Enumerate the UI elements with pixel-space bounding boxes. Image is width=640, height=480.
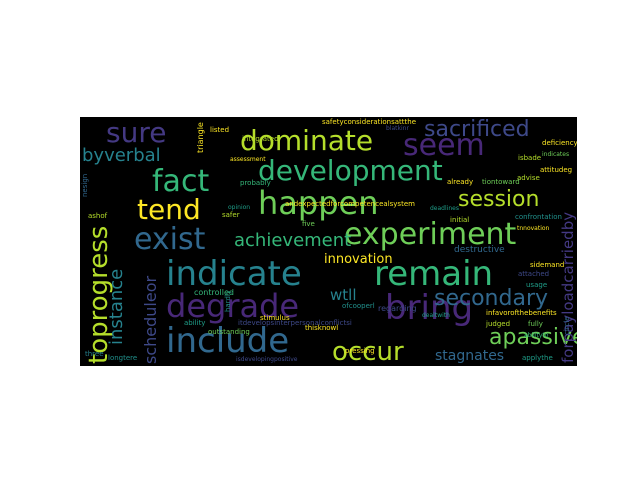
word-itdevelops: itdevelopsinterpersonalconflictsi	[238, 319, 352, 327]
word-exist: exist	[134, 222, 206, 257]
word-sure: sure	[106, 117, 167, 149]
word-nesign: nesign	[81, 173, 89, 197]
word-judged: judged	[486, 320, 511, 328]
word-listed: listed	[210, 126, 230, 134]
word-attitudeg: attitudeg	[540, 166, 573, 174]
word-advise: advise	[517, 174, 540, 182]
word-seem: seem	[403, 128, 485, 163]
word-dominate: dominate	[240, 124, 374, 157]
word-byverbal: secondary	[434, 286, 549, 311]
word-include: include	[166, 321, 290, 361]
word-three: three	[85, 350, 104, 358]
word-ashof: ashof	[88, 212, 108, 220]
word-achievement: byverbal	[82, 145, 161, 166]
word-fact: fact	[152, 164, 210, 199]
word-thisknowl: thisknowl	[305, 324, 339, 332]
word-session: session	[458, 187, 540, 212]
word-bring: bring	[385, 288, 474, 328]
word-fully: fully	[528, 320, 543, 328]
word-andexpected: andexpectedforcompetencealsystem	[285, 200, 415, 208]
word-applythe: applythe	[522, 354, 553, 362]
word-opinion: opinion	[228, 204, 251, 211]
word-wtll: apassive	[489, 325, 577, 350]
word-apassive: achievement	[234, 230, 352, 251]
word-isbade: isbade	[518, 154, 542, 162]
word-scheduleor: innovation	[324, 252, 393, 267]
word-probably: probably	[240, 179, 271, 187]
word-deadlines: deadlines	[430, 205, 459, 212]
word-safer: safer	[222, 211, 240, 219]
word-ofcooperl: ofcooperl	[342, 302, 375, 310]
word-stimulus: stimulus	[260, 314, 290, 322]
word-occur: occur	[332, 337, 404, 366]
word-remain: remain	[374, 254, 494, 294]
word-tnnovation: tnnovation	[517, 225, 550, 232]
word-isdevelopingpositive: isdevelopingpositive	[236, 356, 298, 363]
word-deficiency: deficiency	[542, 139, 577, 147]
word-indicates: indicates	[542, 151, 570, 158]
word-innovation: scheduleor	[141, 275, 160, 364]
word-safetyconsiderations: safetyconsiderationsattthe	[322, 118, 416, 126]
word-integrated: integrated	[242, 135, 279, 143]
word-stagnates: instance	[106, 268, 127, 345]
word-usage: usage	[526, 281, 548, 289]
word-already: already	[447, 178, 474, 186]
word-blatkinr: blatkinr	[386, 125, 409, 132]
word-indicate: indicate	[166, 254, 302, 294]
word-degrade: degrade	[166, 287, 300, 325]
word-experiment: experiment	[344, 217, 517, 252]
word-destructive: forpayloadcarriedby	[559, 211, 577, 363]
word-forpayloadcarriedby: destructive	[454, 245, 505, 255]
word-toprogress: wtll	[330, 286, 357, 304]
word-attached: attached	[518, 270, 550, 278]
word-controlled: controlled	[194, 288, 234, 297]
word-confrontation: confrontation	[515, 213, 562, 221]
word-regarding: regarding	[378, 304, 417, 313]
word-initial: initial	[450, 216, 470, 224]
word-longtere: longtere	[108, 354, 138, 362]
word-cloud: indicate remain bring include happen deg…	[80, 117, 577, 366]
word-infavorofthebenefits: infavorofthebenefits	[486, 309, 557, 317]
word-five: five	[302, 220, 315, 228]
word-tiontoward: tiontoward	[482, 178, 520, 186]
word-ability: ability	[184, 319, 206, 327]
word-outstanding: outstanding	[208, 328, 250, 336]
word-triangle: triangle	[196, 122, 205, 153]
word-abilityto: abilityto	[524, 332, 549, 339]
word-pressing: pressing	[345, 347, 375, 355]
word-assessment: assessment	[230, 156, 266, 163]
word-tend: tend	[137, 193, 201, 226]
word-instance: stagnates	[435, 348, 505, 364]
word-development: development	[258, 154, 443, 187]
word-sacrificed: sacrificed	[424, 117, 530, 142]
word-circle: circle	[563, 316, 571, 335]
word-dealtwith: dealtwith	[422, 312, 450, 319]
word-happen: happen	[258, 184, 379, 222]
word-sidemand: sidemand	[530, 261, 565, 269]
